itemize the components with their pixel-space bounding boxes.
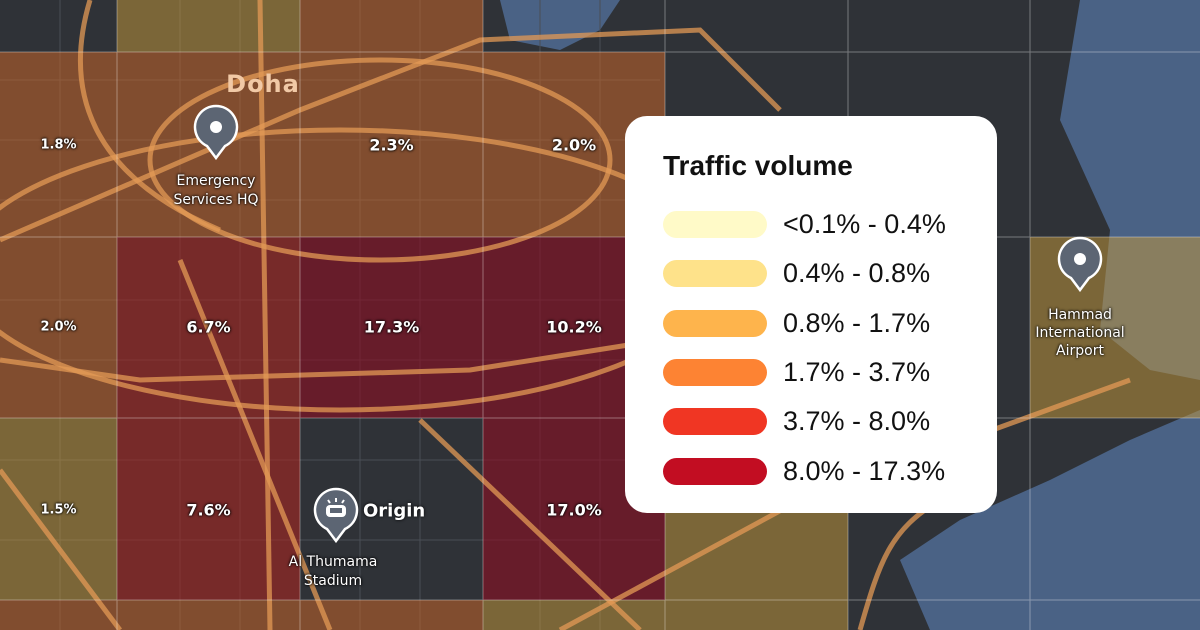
heat-cell[interactable] <box>665 600 848 630</box>
legend-label: 0.8% - 1.7% <box>783 307 931 338</box>
legend-title: Traffic volume <box>663 150 853 181</box>
cell-value-label: 1.5% <box>40 502 77 518</box>
cell-value-label: 2.3% <box>369 135 414 155</box>
cell-value-label: 17.3% <box>363 317 420 337</box>
legend-label: 8.0% - 17.3% <box>783 455 946 486</box>
heat-cell[interactable] <box>117 0 300 52</box>
legend-item: 1.7% - 3.7% <box>663 348 997 397</box>
cell-value-label: 1.8% <box>40 137 77 153</box>
heat-cell[interactable] <box>0 418 117 600</box>
legend-swatch <box>663 260 767 288</box>
poi-label-line: Stadium <box>303 573 363 589</box>
legend-label: 1.7% - 3.7% <box>783 357 931 388</box>
legend-swatch <box>663 408 767 436</box>
poi-al-thumama-stadium[interactable]: Al Thumama Stadium <box>289 553 378 591</box>
map-pin-icon[interactable] <box>1057 236 1103 292</box>
water-sea <box>900 0 1200 630</box>
poi-label-line: Hammad <box>1048 307 1112 323</box>
cell-value-label: 2.0% <box>40 319 77 335</box>
cell-value-label: 2.0% <box>551 135 597 155</box>
stadium-icon[interactable] <box>313 487 359 543</box>
legend-label: 3.7% - 8.0% <box>783 406 931 437</box>
legend-panel: Traffic volume <0.1% - 0.4% 0.4% - 0.8% 0.… <box>625 116 997 513</box>
heat-cell[interactable] <box>0 237 117 418</box>
poi-hammad-international-airport[interactable]: Hammad International Airport <box>1035 306 1124 360</box>
poi-label-line: Emergency <box>176 173 256 189</box>
origin-label: Origin <box>363 500 426 522</box>
cell-value-label: 7.6% <box>186 500 231 520</box>
legend-item: 8.0% - 17.3% <box>663 446 997 495</box>
poi-label-line: Al Thumama <box>288 554 378 570</box>
cell-value-label: 6.7% <box>186 317 231 337</box>
cell-value-label: 17.0% <box>546 500 602 520</box>
legend-item: 3.7% - 8.0% <box>663 397 997 446</box>
city-label-doha: Doha <box>226 70 300 98</box>
legend-item: 0.4% - 0.8% <box>663 249 997 298</box>
legend-swatch <box>663 309 767 337</box>
heat-cell[interactable] <box>300 0 483 52</box>
map-pin-icon[interactable] <box>193 104 239 160</box>
heat-cell[interactable] <box>117 600 300 630</box>
heat-cell[interactable] <box>0 52 117 237</box>
legend-swatch <box>663 211 767 239</box>
poi-label-line: International <box>1035 325 1125 341</box>
poi-label-line: Airport <box>1056 343 1104 359</box>
legend-label: 0.4% - 0.8% <box>783 258 931 289</box>
cell-value-label: 10.2% <box>546 317 602 337</box>
poi-emergency-services-hq[interactable]: Emergency Services HQ <box>173 172 258 210</box>
legend-item: <0.1% - 0.4% <box>663 200 997 249</box>
heat-cell[interactable] <box>0 600 117 630</box>
legend-item: 0.8% - 1.7% <box>663 299 997 348</box>
heat-cell[interactable] <box>300 237 483 418</box>
heat-cell[interactable] <box>300 52 483 237</box>
legend-swatch <box>663 359 767 387</box>
legend-swatch <box>663 457 767 485</box>
legend-label: <0.1% - 0.4% <box>783 209 946 240</box>
poi-label-line: Services HQ <box>173 192 259 208</box>
